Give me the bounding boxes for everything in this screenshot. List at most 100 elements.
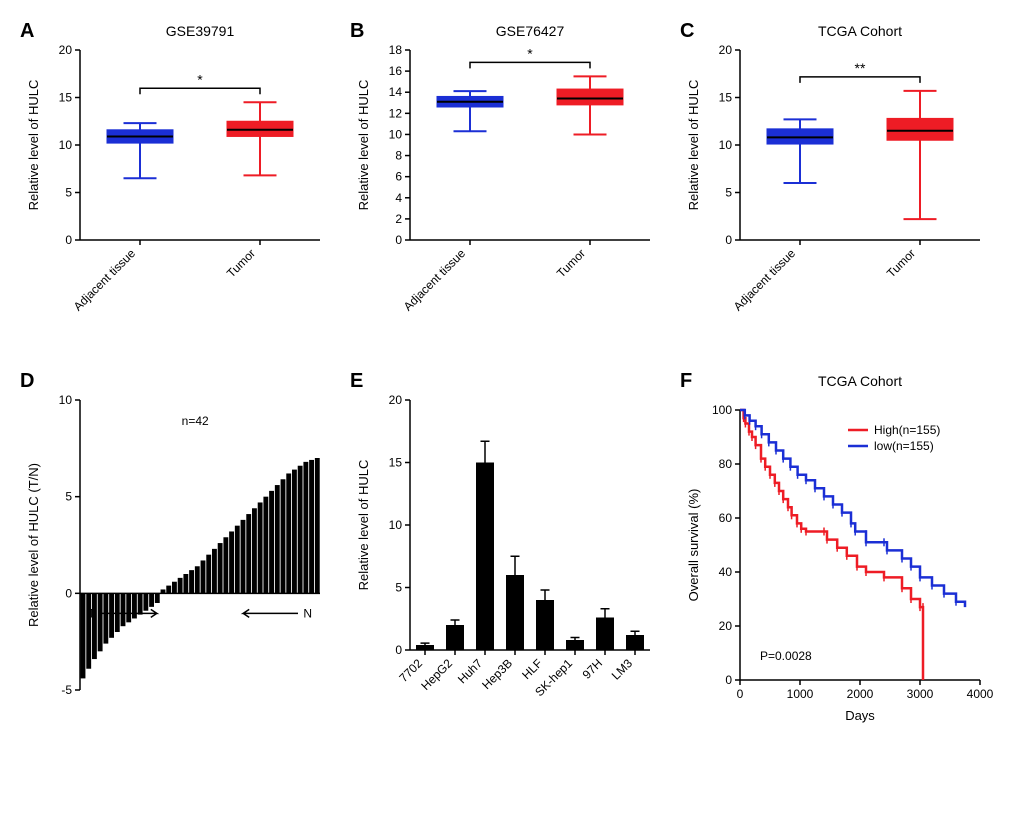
x-category-label: Tumor [224, 246, 258, 280]
waterfall-bar [172, 582, 177, 594]
panel-a: A GSE3979105101520Relative level of HULC… [20, 20, 340, 340]
waterfall-bar [109, 593, 114, 637]
y-axis-label: Relative level of HULC [356, 460, 371, 591]
waterfall-bar [183, 574, 188, 593]
panel-letter: D [20, 370, 34, 393]
cohort-label-left: T [88, 606, 96, 620]
ytick-label: 10 [59, 393, 73, 407]
ytick-label: 20 [719, 43, 733, 57]
xtick-label: 3000 [907, 687, 934, 701]
ytick-label: 80 [719, 457, 733, 471]
figure-grid: A GSE3979105101520Relative level of HULC… [20, 20, 1000, 750]
x-category-label: Adjacent tissue [731, 246, 799, 314]
panel-f: F TCGA Cohort020406080100010002000300040… [680, 370, 1000, 750]
legend-label: High(n=155) [874, 423, 940, 437]
significance-marker: * [527, 45, 533, 61]
boxplot-box [557, 89, 623, 105]
chart-title: TCGA Cohort [818, 373, 902, 389]
waterfall-bar [195, 566, 200, 593]
ytick-label: 100 [712, 403, 732, 417]
xtick-label: 0 [737, 687, 744, 701]
waterfall-bar [246, 514, 251, 593]
ytick-label: 0 [395, 643, 402, 657]
ytick-label: 18 [389, 43, 403, 57]
panel-c: C TCGA Cohort05101520Relative level of H… [680, 20, 1000, 340]
waterfall-bar [235, 526, 240, 594]
panel-c-svg: TCGA Cohort05101520Relative level of HUL… [680, 20, 1000, 340]
ytick-label: -5 [61, 683, 72, 697]
ytick-label: 15 [719, 91, 733, 105]
p-value-label: P=0.0028 [760, 649, 812, 663]
panel-letter: B [350, 20, 364, 43]
waterfall-bar [281, 479, 286, 593]
waterfall-bar [189, 570, 194, 593]
ytick-label: 10 [719, 138, 733, 152]
waterfall-bar [229, 531, 234, 593]
y-axis-label: Relative level of HULC [356, 80, 371, 211]
ytick-label: 8 [395, 149, 402, 163]
panel-letter: F [680, 370, 692, 393]
x-category-label: Hep3B [479, 656, 515, 692]
bar [476, 463, 494, 651]
panel-d-svg: -50510Relative level of HULC (T/N)TNn=42 [20, 370, 340, 750]
waterfall-bar [155, 593, 160, 603]
waterfall-bar [252, 508, 257, 593]
bar [416, 645, 434, 650]
waterfall-bar [81, 593, 86, 678]
ytick-label: 0 [395, 233, 402, 247]
y-axis-label: Relative level of HULC (T/N) [26, 463, 41, 627]
bar [506, 575, 524, 650]
x-category-label: Adjacent tissue [71, 246, 139, 314]
waterfall-bar [286, 473, 291, 593]
waterfall-bar [201, 560, 206, 593]
ytick-label: 16 [389, 64, 403, 78]
waterfall-bar [292, 470, 297, 594]
waterfall-bar [298, 466, 303, 594]
waterfall-bar [263, 497, 268, 594]
cohort-label-right: N [303, 606, 312, 620]
panel-f-svg: TCGA Cohort02040608010001000200030004000… [680, 370, 1000, 750]
ytick-label: 4 [395, 191, 402, 205]
waterfall-bar [121, 593, 126, 626]
ytick-label: 12 [389, 106, 403, 120]
panel-e-svg: 05101520Relative level of HULC7702HepG2H… [350, 370, 670, 750]
panel-letter: A [20, 20, 34, 43]
panel-letter: E [350, 370, 363, 393]
ytick-label: 0 [65, 233, 72, 247]
ytick-label: 14 [389, 85, 403, 99]
waterfall-bar [241, 520, 246, 593]
bar [626, 635, 644, 650]
waterfall-bar [275, 485, 280, 593]
bar [596, 618, 614, 651]
y-axis-label: Relative level of HULC [26, 80, 41, 211]
bar [566, 640, 584, 650]
significance-marker: ** [855, 60, 866, 76]
x-category-label: Tumor [554, 246, 588, 280]
waterfall-bar [178, 578, 183, 593]
chart-title: GSE76427 [496, 23, 565, 39]
ytick-label: 5 [395, 581, 402, 595]
x-category-label: HLF [519, 656, 545, 682]
waterfall-bar [86, 593, 91, 668]
ytick-label: 0 [725, 233, 732, 247]
waterfall-bar [143, 593, 148, 610]
xtick-label: 4000 [967, 687, 994, 701]
waterfall-bar [126, 593, 131, 622]
ytick-label: 20 [719, 619, 733, 633]
ytick-label: 10 [59, 138, 73, 152]
panel-a-svg: GSE3979105101520Relative level of HULCAd… [20, 20, 340, 340]
waterfall-bar [92, 593, 97, 659]
waterfall-bar [149, 593, 154, 607]
waterfall-bar [132, 593, 137, 618]
panel-b-svg: GSE76427024681012141618Relative level of… [350, 20, 670, 340]
x-category-label: Adjacent tissue [401, 246, 469, 314]
ytick-label: 20 [59, 43, 73, 57]
ytick-label: 60 [719, 511, 733, 525]
x-category-label: LM3 [609, 656, 636, 683]
ytick-label: 10 [389, 518, 403, 532]
x-axis-label: Days [845, 708, 875, 723]
panel-letter: C [680, 20, 694, 43]
waterfall-bar [212, 549, 217, 593]
waterfall-bar [309, 460, 314, 593]
waterfall-bar [98, 593, 103, 651]
